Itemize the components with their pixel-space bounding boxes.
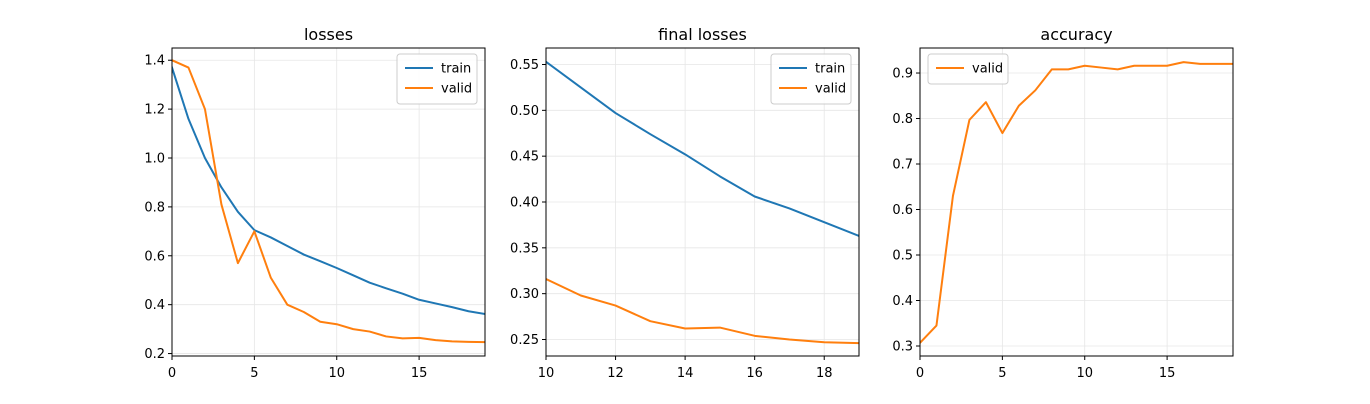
y-tick-label: 0.40 [510,196,539,211]
x-tick-label: 0 [168,366,176,381]
legend-box [770,53,852,105]
y-tick-label: 0.45 [510,150,539,165]
y-tick-label: 0.25 [510,333,539,348]
y-tick-label: 0.5 [892,249,913,264]
chart-panel-2: 10 12 14 16 18 0.25 0.30 0.35 0.40 0.45 0.50 0.55 fi… [510,25,860,381]
legend-label-train: train [815,62,845,77]
chart-title: accuracy [1040,25,1112,44]
x-tick-label: 15 [411,366,428,381]
x-tick-label: 10 [328,366,345,381]
y-tick-label: 0.6 [892,203,913,218]
x-tick-label: 0 [916,366,924,381]
chart-panel-1: 0 5 10 15 0.2 0.4 0.6 0.8 1.0 1.2 1.4 losses train va… [144,25,486,381]
y-tick-label: 0.3 [892,339,913,354]
x-tick-label: 12 [607,366,624,381]
y-tick-label: 0.50 [510,104,539,119]
x-tick-label: 10 [538,366,555,381]
x-tick-label: 18 [816,366,833,381]
axes-frame [171,47,486,357]
y-tick-label: 0.8 [892,112,913,127]
legend: valid [927,53,1009,85]
y-tick-label: 0.9 [892,67,913,82]
x-tick-label: 15 [1159,366,1176,381]
axes-frame [919,47,1234,357]
legend-label-valid: valid [441,82,472,97]
series-line-valid [920,61,1233,345]
chart-title: losses [304,25,353,44]
chart-title: final losses [658,25,747,44]
y-tick-label: 0.55 [510,58,539,73]
x-tick-label: 5 [250,366,258,381]
y-tick-label: 0.35 [510,241,539,256]
series-line-train [546,60,859,237]
legend-label-valid: valid [972,62,1003,77]
y-tick-label: 0.7 [892,158,913,173]
legend-box [927,53,1009,85]
legend: train valid [770,53,852,105]
series-line-train [172,66,485,315]
legend-label-valid: valid [815,82,846,97]
y-tick-label: 0.8 [144,200,165,215]
x-tick-label: 5 [998,366,1006,381]
x-tick-label: 10 [1076,366,1093,381]
chart-panel-3: 0 5 10 15 0.3 0.4 0.5 0.6 0.7 0.8 0.9 accuracy valid [892,25,1234,381]
legend: train valid [396,53,478,105]
y-tick-label: 1.0 [144,152,165,167]
series-line-valid [172,59,485,344]
x-tick-label: 16 [746,366,763,381]
legend-label-train: train [441,62,471,77]
y-tick-label: 0.4 [144,298,165,313]
y-tick-label: 0.30 [510,287,539,302]
series-line-valid [546,277,859,345]
y-tick-label: 1.4 [144,54,165,69]
legend-box [396,53,478,105]
y-tick-label: 0.6 [144,249,165,264]
y-tick-label: 0.2 [144,347,165,362]
y-tick-label: 0.4 [892,294,913,309]
x-tick-label: 14 [677,366,694,381]
y-tick-label: 1.2 [144,103,165,118]
